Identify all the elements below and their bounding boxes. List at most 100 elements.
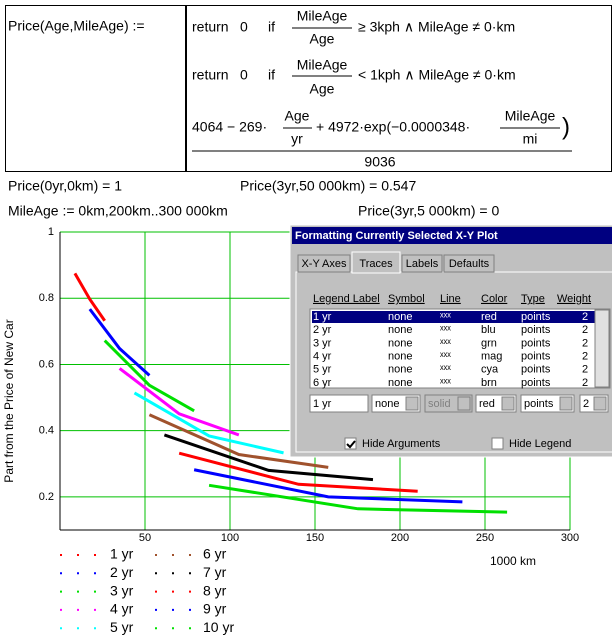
list-cell: points	[521, 311, 551, 323]
list-cell: points	[521, 351, 551, 363]
legend-label: 7 yr	[203, 564, 227, 580]
condition: < 1kph ∧ MileAge ≠ 0·km	[358, 67, 516, 83]
column-header: Weight	[557, 293, 591, 305]
column-header: Legend Label	[313, 293, 380, 305]
list-cell: 6 yr	[313, 377, 332, 389]
column-header: Line	[440, 293, 461, 305]
checkbox-label: Hide Arguments	[362, 438, 441, 450]
tab-label: X-Y Axes	[301, 258, 347, 270]
keyword: if	[268, 19, 275, 35]
keyword: return	[192, 67, 229, 83]
x-tick-label: 50	[139, 532, 151, 544]
column-header: Type	[521, 293, 545, 305]
list-cell: 5 yr	[313, 364, 332, 376]
check-mark	[346, 440, 356, 449]
list-cell: 2	[582, 377, 588, 389]
list-cell: points	[521, 377, 551, 389]
value: 0	[240, 19, 248, 35]
x-axis-label: 1000 km	[490, 554, 536, 568]
list-cell: brn	[481, 377, 497, 389]
numerator: MileAge	[297, 57, 348, 73]
list-cell: 3 yr	[313, 337, 332, 349]
trace	[208, 483, 508, 514]
list-cell: 4 yr	[313, 351, 332, 363]
term: 4064 − 269·	[192, 119, 267, 135]
trace	[193, 468, 463, 504]
dropdown-button[interactable]	[593, 396, 607, 411]
list-cell: ˣˣˣ	[440, 311, 451, 323]
list-cell: 2	[582, 337, 588, 349]
list-cell: points	[521, 364, 551, 376]
list-cell: ˣˣˣ	[440, 351, 451, 363]
legend-label: 4 yr	[110, 601, 134, 617]
list-cell: 1 yr	[313, 311, 332, 323]
legend-label: 1 yr	[110, 546, 134, 562]
result: MileAge := 0km,200km..300 000km	[8, 203, 228, 219]
y-axis-label: Part from the Price of New Car	[2, 319, 16, 482]
scrollbar[interactable]	[594, 309, 610, 388]
trace	[118, 367, 240, 437]
column-header: Color	[481, 293, 508, 305]
checkbox[interactable]	[344, 437, 357, 450]
checkbox-label: Hide Legend	[509, 438, 571, 450]
list-cell: 2	[582, 311, 588, 323]
list-cell: 2 yr	[313, 324, 332, 336]
selected-row	[312, 311, 595, 323]
denominator: Age	[310, 81, 335, 97]
list-cell: cya	[481, 364, 499, 376]
editor-value: points	[524, 398, 554, 410]
column-header: Symbol	[388, 293, 425, 305]
editor-value: red	[479, 398, 495, 410]
condition: ≥ 3kph ∧ MileAge ≠ 0·km	[358, 19, 515, 35]
x-tick-label: 100	[221, 532, 239, 544]
list-cell: none	[388, 364, 412, 376]
tab[interactable]	[443, 254, 495, 273]
list-cell: grn	[481, 337, 497, 349]
trace	[163, 433, 374, 482]
dialog: Formatting Currently Selected X-Y Plot X-…	[289, 224, 612, 458]
editor[interactable]	[309, 394, 369, 413]
y-tick-label: 0.2	[39, 491, 54, 503]
x-tick-label: 250	[476, 532, 494, 544]
title-bar	[292, 227, 612, 244]
tab-label: Traces	[359, 258, 393, 270]
trace	[148, 413, 329, 469]
denominator: 9036	[364, 154, 395, 170]
dropdown-button[interactable]	[457, 396, 471, 411]
list-cell: ˣˣˣ	[440, 324, 451, 336]
result: Price(3yr,50 000km) = 0.547	[240, 178, 416, 194]
list-cell: red	[481, 311, 497, 323]
dropdown-button[interactable]	[405, 396, 419, 411]
keyword: if	[268, 67, 275, 83]
legend-label: 10 yr	[203, 619, 234, 635]
keyword: return	[192, 19, 229, 35]
denominator: yr	[291, 131, 303, 147]
numerator: MileAge	[505, 108, 556, 124]
value: 0	[240, 67, 248, 83]
list-cell: none	[388, 377, 412, 389]
y-tick-label: 0.4	[39, 425, 54, 437]
result: Price(3yr,5 000km) = 0	[358, 203, 499, 219]
list-cell: ˣˣˣ	[440, 364, 451, 376]
paren: )	[562, 113, 570, 140]
editor-value: none	[375, 398, 399, 410]
list-cell: mag	[481, 351, 502, 363]
dropdown-button[interactable]	[501, 396, 515, 411]
trace	[178, 451, 418, 493]
legend-label: 5 yr	[110, 619, 134, 635]
list-cell: none	[388, 337, 412, 349]
editor-value: solid	[428, 398, 451, 410]
legend-label: 6 yr	[203, 546, 227, 562]
tab[interactable]	[351, 251, 401, 274]
list-cell: points	[521, 337, 551, 349]
x-tick-label: 150	[306, 532, 324, 544]
checkbox[interactable]	[491, 437, 504, 450]
tab[interactable]	[401, 254, 443, 273]
dropdown-button[interactable]	[559, 396, 573, 411]
list-cell: none	[388, 351, 412, 363]
list-cell: 2	[582, 351, 588, 363]
trace	[73, 272, 106, 322]
tab[interactable]	[297, 254, 351, 273]
y-tick-label: 0.6	[39, 358, 54, 370]
